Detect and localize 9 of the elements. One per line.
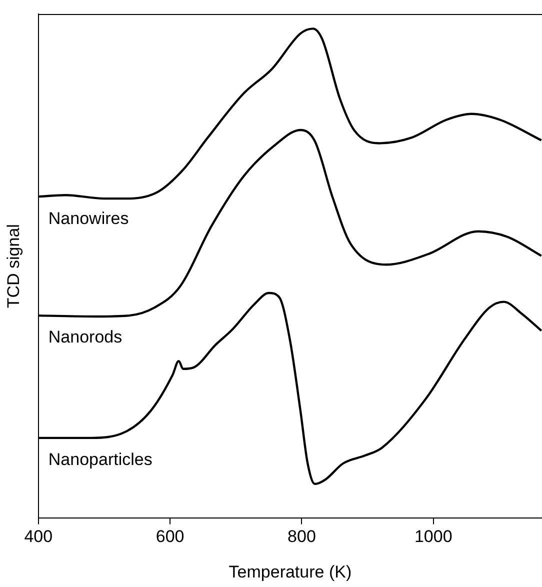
x-tick-label: 600	[156, 527, 184, 546]
series-label: Nanorods	[48, 328, 122, 347]
series-label: Nanoparticles	[48, 450, 152, 470]
x-tick-label: 1000	[414, 527, 452, 546]
x-axis-title: Temperature (K)	[228, 562, 352, 582]
series-label: Nanowires	[48, 208, 129, 228]
x-tick-label: 800	[288, 527, 316, 546]
x-tick-label: 400	[24, 527, 53, 546]
y-axis-title: TCD signal	[4, 224, 23, 308]
